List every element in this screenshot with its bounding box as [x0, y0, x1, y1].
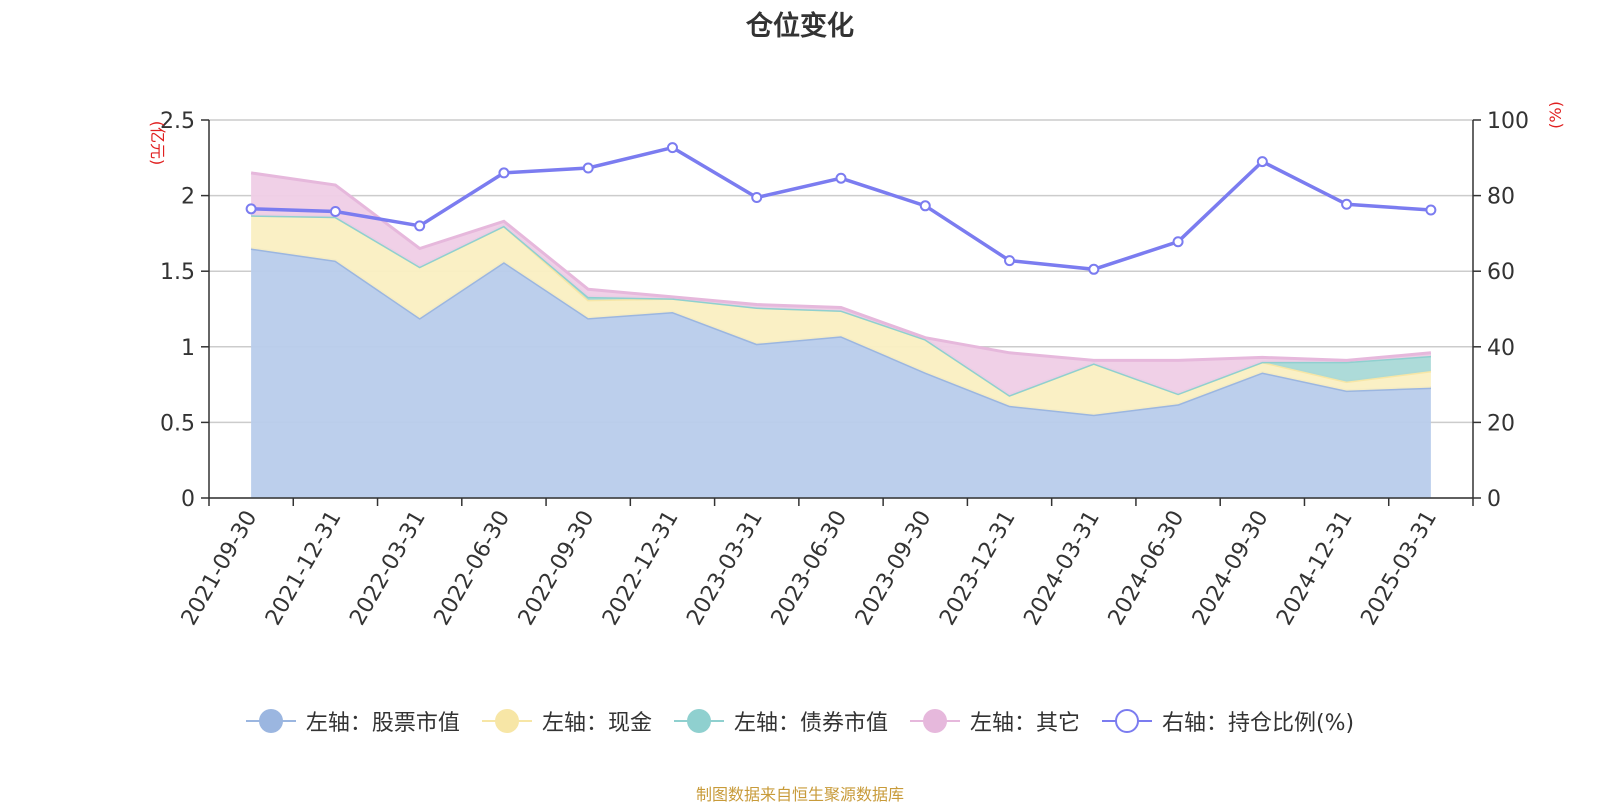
x-tick-label: 2023-09-30: [851, 506, 937, 629]
left-tick-label: 2: [181, 185, 195, 210]
legend-item-4[interactable]: 右轴：持仓比例(%): [1101, 705, 1355, 737]
left-tick-label: 1: [181, 336, 195, 361]
legend-item-1[interactable]: 左轴：现金: [481, 705, 652, 737]
ratio-point: [919, 200, 931, 212]
ratio-point: [835, 172, 847, 184]
x-tick-label: 2023-12-31: [935, 507, 1021, 630]
left-tick-label: 0: [181, 487, 195, 512]
left-tick-label: 1.5: [160, 260, 195, 285]
source-footer: 制图数据来自恒生聚源数据库: [695, 785, 904, 804]
x-tick-label: 2024-06-30: [1104, 507, 1190, 630]
right-tick-label: 0: [1487, 487, 1501, 512]
left-axis-unit: (亿元): [148, 121, 167, 166]
area-1: [251, 215, 1431, 415]
right-tick-label: 40: [1487, 336, 1515, 361]
ratio-point: [1256, 156, 1268, 168]
x-tick-label: 2022-12-31: [598, 507, 684, 630]
legend-item-2[interactable]: 左轴：债券市值: [673, 705, 888, 737]
legend-item-0[interactable]: 左轴：股票市值: [245, 705, 460, 737]
legend-label: 左轴：股票市值: [305, 711, 460, 736]
right-tick-label: 60: [1487, 260, 1515, 285]
ratio-point: [582, 162, 594, 174]
legend-marker-icon: [673, 708, 724, 734]
x-tick-label: 2021-12-31: [261, 507, 347, 630]
ratio-point: [414, 220, 426, 232]
area-0: [251, 248, 1431, 498]
x-tick-label: 2022-06-30: [430, 507, 516, 630]
legend-marker-icon: [481, 708, 532, 734]
left-tick-label: 0.5: [160, 411, 195, 436]
ratio-point: [1172, 236, 1184, 248]
legend-marker-icon: [909, 708, 960, 734]
legend: 左轴：股票市值 左轴：现金 左轴：债券市值 左轴：其它 右轴：持仓比例(%): [0, 705, 1600, 737]
x-tick-label: 2022-03-31: [345, 506, 431, 629]
ratio-point: [1004, 255, 1016, 267]
x-tick-label: 2023-06-30: [767, 507, 853, 630]
ratio-point: [751, 191, 763, 203]
holding-ratio-line: [245, 142, 1437, 275]
x-tick-label: 2024-03-31: [1019, 507, 1105, 630]
ratio-point: [1341, 198, 1353, 210]
x-tick-label: 2021-09-30: [177, 507, 263, 630]
legend-label: 左轴：其它: [969, 711, 1080, 736]
x-tick-label: 2022-09-30: [514, 507, 600, 630]
right-tick-label: 20: [1487, 411, 1515, 436]
area-edge-3: [250, 171, 1432, 362]
ratio-point: [666, 142, 678, 154]
x-tick-label: 2023-03-31: [682, 507, 768, 630]
legend-label: 右轴：持仓比例(%): [1161, 711, 1355, 736]
ratio-point: [498, 167, 510, 179]
legend-marker-icon: [245, 708, 296, 734]
chart-title: 仓位变化: [746, 11, 854, 42]
legend-marker-icon: [1101, 708, 1152, 734]
x-tick-label: 2024-09-30: [1188, 507, 1274, 630]
left-tick-label: 2.5: [160, 109, 195, 134]
stacked-areas: [250, 171, 1432, 498]
ratio-point: [1425, 204, 1437, 216]
legend-label: 左轴：债券市值: [733, 711, 888, 736]
position-change-chart: 0 0.5 1 1.5 2 2.5 0 20 40 60 80 100 2021-09-302021-1…: [148, 101, 1565, 630]
ratio-point: [329, 205, 341, 217]
ratio-point: [245, 203, 257, 215]
right-tick-label: 100: [1487, 109, 1529, 134]
legend-item-3[interactable]: 左轴：其它: [909, 705, 1080, 737]
x-tick-label: 2025-03-31: [1356, 507, 1442, 630]
right-axis-unit: (%): [1546, 101, 1565, 129]
ratio-point: [1088, 263, 1100, 275]
x-tick-label: 2024-12-31: [1272, 507, 1358, 630]
legend-label: 左轴：现金: [541, 711, 652, 736]
right-tick-label: 80: [1487, 185, 1515, 210]
